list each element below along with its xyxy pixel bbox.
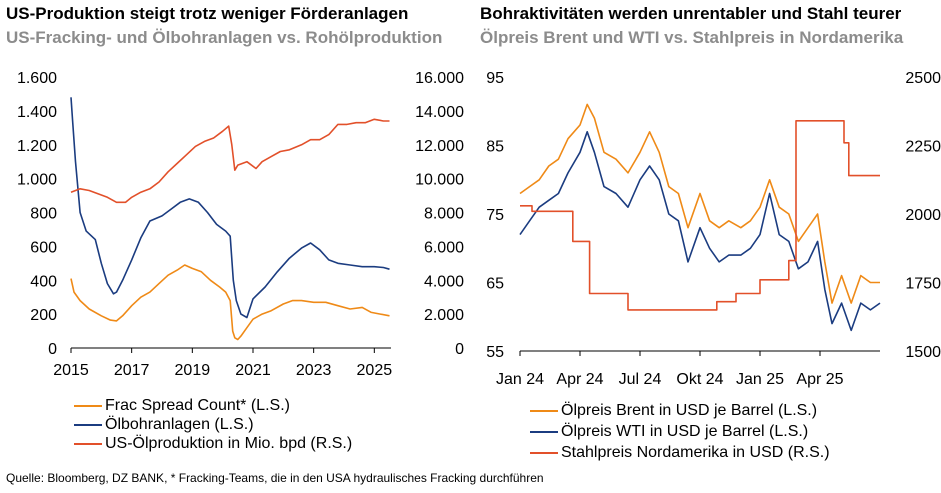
chart-title: US-Produktion steigt trotz weniger Förde… xyxy=(6,4,409,23)
right-y-left-tick-label: 95 xyxy=(486,70,504,87)
right-x-tick-label: Jan 24 xyxy=(496,371,544,388)
left-x-tick-label: 2023 xyxy=(296,362,332,379)
left-legend: Frac Spread Count* (L.S.) Ölbohranlagen … xyxy=(74,396,352,453)
left-y-left-tick-label: 1.200 xyxy=(17,138,57,155)
legend-label-frac: Frac Spread Count* (L.S.) xyxy=(105,396,290,414)
legend-label-wti: Ölpreis WTI in USD je Barrel (L.S.) xyxy=(561,422,809,440)
legend-item-rigs: Ölbohranlagen (L.S.) xyxy=(74,415,352,434)
left-series-lbohranlagen-l-s xyxy=(70,97,390,319)
left-chart-plot: 2015 2017 2019 2021 2023 2025 0 200 400 600 800 1.0… xyxy=(17,70,464,379)
right-chart-panel: Bohraktivitäten werden unrentabler und S… xyxy=(478,0,941,470)
right-x-tick-label: Apr 24 xyxy=(556,371,603,388)
left-y-right-tick-label: 4.000 xyxy=(424,273,464,290)
right-x-tick-label: Okt 24 xyxy=(676,371,723,388)
left-x-tick-label: 2021 xyxy=(235,362,271,379)
left-y-left-tick-label: 1.400 xyxy=(17,104,57,121)
legend-swatch-production xyxy=(74,442,102,445)
right-y-left-tick-label: 55 xyxy=(486,344,504,361)
right-y-right-tick-label: 1500 xyxy=(905,344,941,361)
chart-subtitle: Ölpreis Brent und WTI vs. Stahlpreis in … xyxy=(480,28,904,47)
left-series-frac-spread-count-l-s xyxy=(70,264,390,341)
left-y-left-tick-label: 800 xyxy=(30,206,57,223)
legend-item-production: US-Ölproduktion in Mio. bpd (R.S.) xyxy=(74,434,352,453)
left-y-left-tick-label: 200 xyxy=(30,307,57,324)
left-x-tick-label: 2015 xyxy=(53,362,89,379)
right-legend: Ölpreis Brent in USD je Barrel (L.S.) Öl… xyxy=(530,400,830,463)
legend-item-frac: Frac Spread Count* (L.S.) xyxy=(74,396,352,415)
left-y-right-tick-label: 6.000 xyxy=(424,239,464,256)
chart-title: Bohraktivitäten werden unrentabler und S… xyxy=(480,4,902,23)
right-series-stahlpreis-nordamerika-in-usd-r-s xyxy=(520,120,880,311)
left-x-tick-label: 2017 xyxy=(114,362,150,379)
right-y-right-tick-label: 2000 xyxy=(905,207,941,224)
left-y-right-tick-label: 2.000 xyxy=(424,307,464,324)
right-y-right-tick-label: 2250 xyxy=(905,139,941,156)
left-x-tick-label: 2025 xyxy=(357,362,393,379)
right-y-left-tick-label: 75 xyxy=(486,207,504,224)
left-y-left-tick-label: 600 xyxy=(30,239,57,256)
left-y-right-tick-label: 12.000 xyxy=(415,138,464,155)
left-y-left-tick-label: 400 xyxy=(30,273,57,290)
legend-item-wti: Ölpreis WTI in USD je Barrel (L.S.) xyxy=(530,421,830,442)
legend-swatch-steel xyxy=(530,451,558,454)
right-x-tick-label: Jul 24 xyxy=(619,371,662,388)
right-chart-plot: Jan 24 Apr 24 Jul 24 Okt 24 Jan 25 Apr 25 55 65… xyxy=(486,70,941,388)
left-y-right-tick-label: 0 xyxy=(455,341,464,358)
legend-item-steel: Stahlpreis Nordamerika in USD (R.S.) xyxy=(530,442,830,463)
source-note: Quelle: Bloomberg, DZ BANK, * Fracking-T… xyxy=(6,471,544,485)
right-x-tick-label: Jan 25 xyxy=(736,371,784,388)
legend-label-rigs: Ölbohranlagen (L.S.) xyxy=(105,415,254,433)
right-y-right-tick-label: 1750 xyxy=(905,276,941,293)
chart-subtitle: US-Fracking- und Ölbohranlagen vs. Rohöl… xyxy=(6,28,443,47)
legend-label-steel: Stahlpreis Nordamerika in USD (R.S.) xyxy=(561,443,830,461)
left-y-left-tick-label: 1.600 xyxy=(17,70,57,87)
left-chart-panel: US-Produktion steigt trotz weniger Förde… xyxy=(0,0,474,470)
left-y-left-tick-label: 1.000 xyxy=(17,172,57,189)
legend-label-brent: Ölpreis Brent in USD je Barrel (L.S.) xyxy=(561,401,818,419)
left-y-right-tick-label: 16.000 xyxy=(415,70,464,87)
right-series-lpreis-wti-in-usd-je-barrel-l-s xyxy=(519,131,881,332)
right-y-left-tick-label: 85 xyxy=(486,139,504,156)
legend-label-production: US-Ölproduktion in Mio. bpd (R.S.) xyxy=(105,434,353,452)
right-y-right-tick-label: 2500 xyxy=(905,70,941,87)
left-x-tick-label: 2019 xyxy=(175,362,211,379)
right-x-tick-label: Apr 25 xyxy=(796,371,843,388)
right-y-left-tick-label: 65 xyxy=(486,276,504,293)
legend-swatch-brent xyxy=(530,409,558,412)
legend-item-brent: Ölpreis Brent in USD je Barrel (L.S.) xyxy=(530,400,830,421)
right-series-lpreis-brent-in-usd-je-barrel-l-s xyxy=(519,103,880,304)
left-series-us-lproduktion-in-mio-bpd-r-s xyxy=(70,118,390,204)
legend-swatch-wti xyxy=(530,430,558,433)
legend-swatch-frac xyxy=(74,404,102,407)
left-y-left-tick-label: 0 xyxy=(48,341,57,358)
left-y-right-tick-label: 14.000 xyxy=(415,104,464,121)
left-y-right-tick-label: 8.000 xyxy=(424,206,464,223)
legend-swatch-rigs xyxy=(74,423,102,426)
left-y-right-tick-label: 10.000 xyxy=(415,172,464,189)
